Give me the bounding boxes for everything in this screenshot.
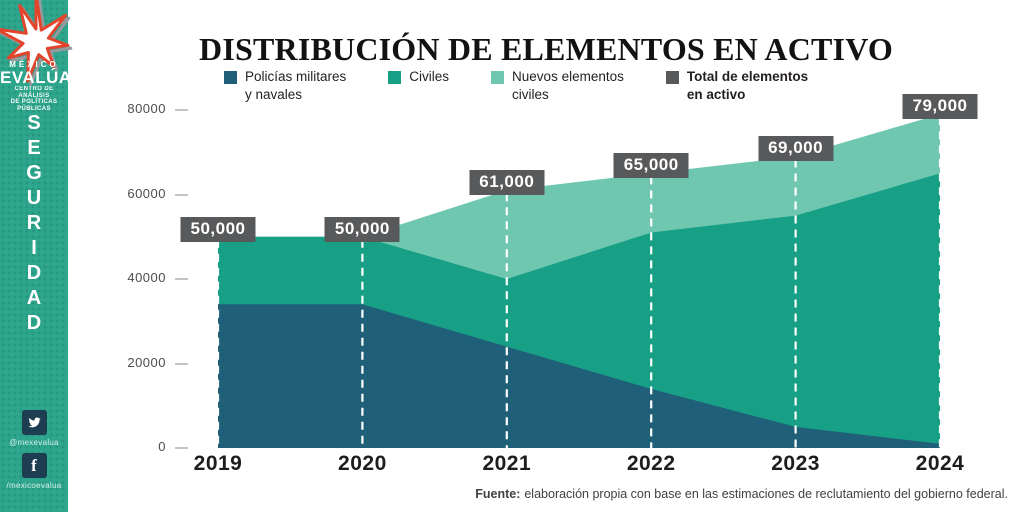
source-label: Fuente: — [475, 487, 521, 501]
y-axis-tick-mark — [175, 193, 188, 196]
mexico-evalua-star-logo-icon — [0, 0, 73, 86]
legend-item-2: Nuevos elementos civiles — [491, 68, 624, 103]
social-handle: /mexicoevalua — [6, 481, 62, 490]
legend-label: Total de elementos en activo — [686, 69, 809, 102]
social-handle: @mexevalua — [9, 438, 59, 447]
x-axis-year-label: 2024 — [915, 452, 965, 475]
brand-subtitle-1: CENTRO DE ANÁLISIS — [14, 86, 54, 99]
y-axis-tick-label: 80000 — [127, 101, 166, 116]
total-value-label: 50,000 — [324, 216, 400, 242]
legend-swatch — [665, 71, 679, 84]
legend-label: Policías militares y navales — [245, 69, 347, 102]
area-policias-militares-navales — [218, 304, 940, 448]
legend-item-3: Total de elementos en activo — [665, 68, 809, 103]
sidebar: MÉXICO EVALÚA CENTRO DE ANÁLISIS DE POLÍ… — [0, 0, 73, 512]
legend-item-0: Policías militares y navales — [224, 68, 346, 103]
facebook-icon: f — [21, 453, 47, 478]
brand-block: MÉXICO EVALÚA CENTRO DE ANÁLISIS DE POLÍ… — [0, 60, 72, 112]
twitter-icon — [21, 410, 47, 435]
facebook-f-glyph: f — [31, 456, 37, 475]
vertical-letter: U — [26, 187, 42, 209]
vertical-letter: I — [31, 237, 37, 259]
brand-country: MÉXICO — [9, 60, 59, 69]
vertical-letter: R — [26, 212, 42, 234]
vertical-letter: G — [26, 162, 42, 184]
total-value-label: 79,000 — [902, 94, 978, 120]
total-value-label: 69,000 — [758, 136, 834, 162]
x-axis-year-label: 2021 — [482, 452, 532, 475]
vertical-letter: A — [26, 287, 42, 309]
page-title: DISTRIBUCIÓN DE ELEMENTOS EN ACTIVO — [199, 31, 893, 68]
total-value-label: 65,000 — [613, 153, 689, 179]
legend-item-1: Civiles — [388, 68, 449, 103]
brand-name: EVALÚA — [0, 68, 72, 87]
y-axis-tick-label: 40000 — [127, 270, 166, 285]
y-axis-tick-mark — [175, 447, 188, 449]
vertical-letter: S — [27, 112, 41, 134]
y-axis-tick-label: 20000 — [127, 354, 166, 370]
vertical-letter: E — [27, 137, 41, 159]
y-axis-tick-mark — [175, 278, 188, 280]
source-note: Fuente: elaboración propia con base en la… — [475, 487, 1008, 501]
brand-subtitle-2: DE POLÍTICAS PÚBLICAS — [10, 99, 58, 112]
chart-legend: Policías militares y navales Civiles Nuevos… — [224, 68, 808, 103]
legend-swatch — [388, 71, 402, 84]
y-axis-tick-mark — [175, 362, 188, 365]
x-axis-year-label: 2020 — [338, 452, 387, 475]
legend-label: Civiles — [409, 69, 450, 84]
x-axis-year-label: 2022 — [626, 452, 676, 475]
total-value-label: 50,000 — [180, 216, 256, 242]
legend-label: Nuevos elementos civiles — [512, 69, 624, 102]
legend-swatch — [491, 71, 505, 84]
y-axis-tick-mark — [175, 109, 188, 111]
legend-swatch — [224, 71, 237, 84]
source-text: elaboración propia con base en las estim… — [524, 487, 1008, 501]
y-axis-tick-label: 60000 — [127, 185, 166, 201]
x-axis-year-label: 2023 — [771, 452, 820, 475]
vertical-letter: D — [26, 312, 42, 334]
y-axis-tick-label: 0 — [158, 439, 166, 454]
x-axis-year-label: 2019 — [193, 452, 243, 475]
vertical-letter: D — [26, 262, 42, 284]
area-plot — [218, 114, 940, 448]
total-value-label: 61,000 — [469, 170, 545, 196]
social-links: @mexevalua f/mexicoevalua — [0, 404, 68, 490]
